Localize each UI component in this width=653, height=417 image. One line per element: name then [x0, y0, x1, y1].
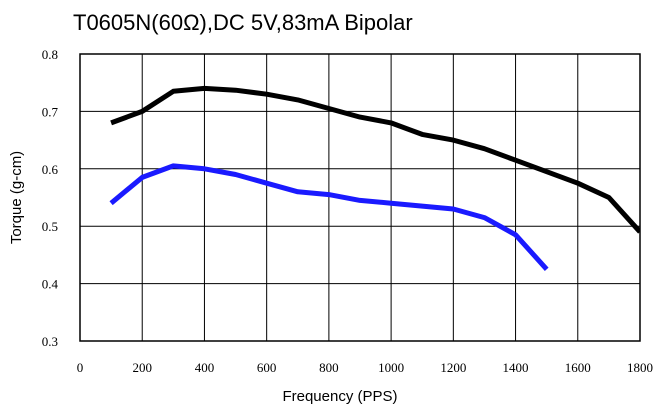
series-line-1 — [110, 85, 640, 234]
x-tick-labels: 0 200 400 600 800 1000 1200 1400 1600 1800 — [77, 360, 653, 375]
y-tick-labels: 0.3 0.4 0.5 0.6 0.7 0.8 — [42, 47, 59, 349]
x-tick-label: 0 — [77, 360, 84, 375]
x-tick-label: 1400 — [503, 360, 529, 375]
x-tick-label: 1800 — [627, 360, 653, 375]
x-tick-label: 800 — [319, 360, 339, 375]
x-tick-label: 1200 — [440, 360, 466, 375]
series-line-2 — [109, 163, 549, 271]
x-tick-label: 1000 — [378, 360, 404, 375]
y-tick-label: 0.8 — [42, 47, 58, 62]
y-tick-label: 0.3 — [42, 334, 58, 349]
y-tick-label: 0.6 — [42, 162, 59, 177]
x-tick-label: 400 — [195, 360, 215, 375]
y-tick-label: 0.7 — [42, 104, 59, 119]
y-tick-label: 0.4 — [42, 277, 59, 292]
chart-title: T0605N(60Ω),DC 5V,83mA Bipolar — [73, 10, 413, 35]
grid-lines — [80, 54, 640, 341]
x-tick-label: 200 — [132, 360, 152, 375]
series-lines — [109, 85, 640, 271]
x-tick-label: 1600 — [565, 360, 591, 375]
y-tick-label: 0.5 — [42, 219, 58, 234]
x-tick-label: 600 — [257, 360, 277, 375]
x-axis-label: Frequency (PPS) — [282, 388, 397, 405]
y-axis-label: Torque (g-cm) — [8, 151, 25, 244]
plot-area-frame — [79, 53, 641, 342]
